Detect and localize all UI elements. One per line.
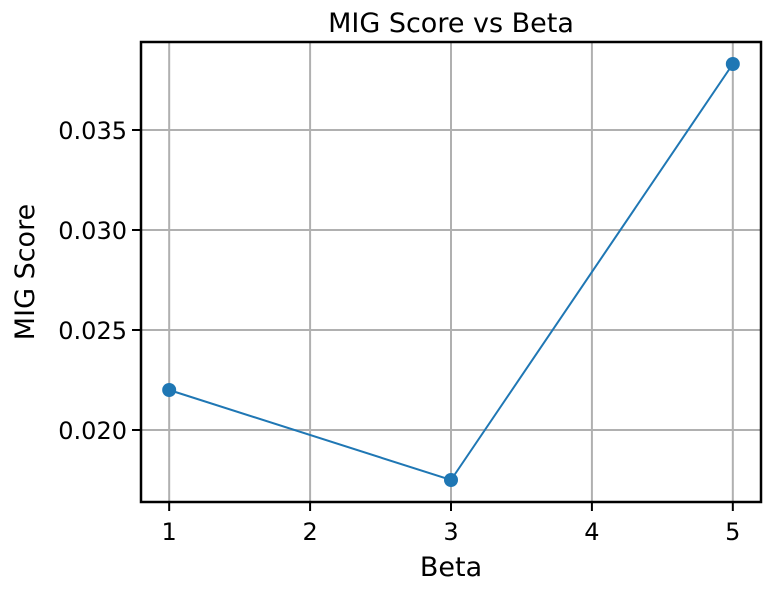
axis-ticks: 1 2 3 4 5 0.020 0.025 0.030 0.035 [58,117,740,546]
grid [141,42,761,502]
data-series [162,57,740,487]
x-tick-label: 5 [725,518,740,546]
data-point [444,473,458,487]
y-tick-label: 0.025 [58,317,127,345]
x-tick-label: 2 [302,518,317,546]
x-tick-label: 1 [162,518,177,546]
y-tick-label: 0.030 [58,217,127,245]
data-point [162,383,177,397]
x-tick-label: 4 [584,518,599,546]
y-tick-label: 0.035 [58,117,127,145]
y-tick-label: 0.020 [58,417,127,445]
data-point [725,57,740,71]
x-axis-label: Beta [420,552,482,583]
chart-title: MIG Score vs Beta [328,8,574,39]
y-axis-label: MIG Score [10,204,41,340]
x-tick-label: 3 [443,518,458,546]
